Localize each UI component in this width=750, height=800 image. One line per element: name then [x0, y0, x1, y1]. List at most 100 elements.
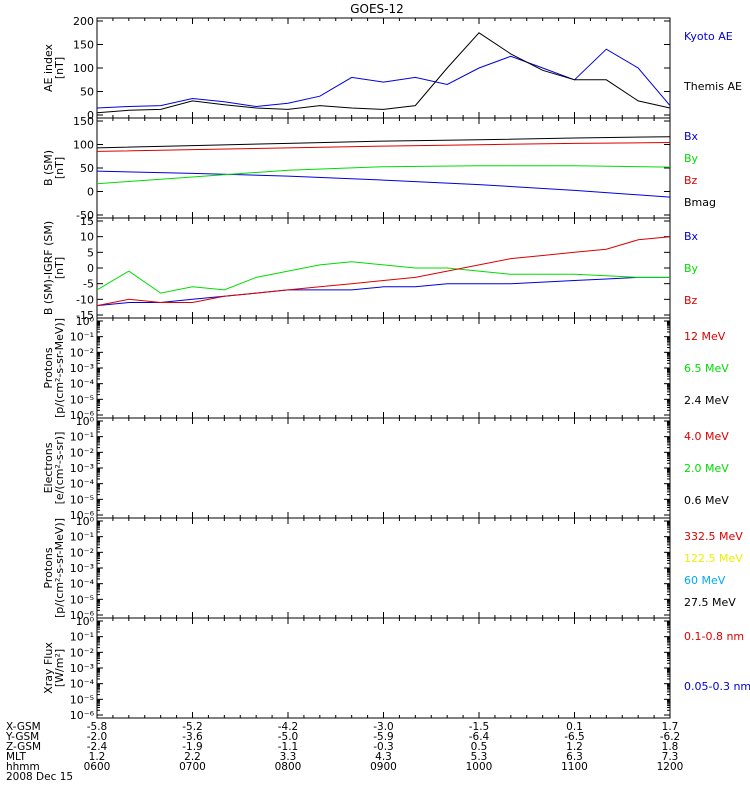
x-tick-value: -1.9 — [182, 741, 203, 753]
x-tick-value: 0700 — [179, 761, 206, 773]
panel-frame — [96, 617, 671, 719]
x-tick-value: -5.2 — [182, 721, 203, 733]
y-tick-label: 0 — [87, 109, 94, 122]
y-tick-label: 15 — [80, 215, 94, 228]
series-bmag — [96, 136, 671, 149]
y-tick-label: 10⁻³ — [70, 362, 94, 375]
y-tick-label: 50 — [80, 162, 94, 175]
legend-entry: 2.0 MeV — [684, 462, 729, 475]
y-axis-label-line1: AE index — [42, 43, 55, 92]
y-axis-label: B (SM)-IGRF (SM)[nT] — [42, 221, 66, 315]
y-axis-label: Xray Flux[W/m²] — [42, 642, 66, 694]
panel-frame — [96, 417, 671, 519]
y-tick-label: 10 — [80, 231, 94, 244]
y-tick-label: 10⁻⁶ — [70, 509, 95, 522]
legend-entry: 0.6 MeV — [684, 494, 729, 507]
x-tick-value: 3.3 — [280, 751, 297, 763]
y-tick-label: 10⁻¹ — [70, 531, 94, 544]
x-row-label: Y-GSM — [5, 731, 39, 743]
series-bz — [96, 236, 671, 307]
legend-entry: 6.5 MeV — [684, 362, 729, 375]
y-tick-label: 10⁰ — [76, 315, 95, 328]
x-tick-value: -0.3 — [373, 741, 394, 753]
y-axis-label-line1: Xray Flux — [42, 642, 55, 694]
y-axis-label: Electrons[e/(cm²-s-sr)] — [42, 432, 66, 505]
date-label: 2008 Dec 15 — [6, 771, 73, 783]
y-tick-label: 150 — [73, 115, 94, 128]
y-tick-label: -15 — [76, 309, 94, 322]
panel-frame — [96, 517, 671, 619]
x-tick-value: 0600 — [84, 761, 111, 773]
y-tick-label: 10⁻⁵ — [70, 693, 94, 706]
y-tick-label: 10⁻⁶ — [70, 709, 95, 722]
x-tick-value: 7.3 — [662, 751, 679, 763]
legend-entry: 0.1-0.8 nm — [684, 630, 744, 643]
panel-frame — [96, 117, 671, 219]
legend-entry: 2.4 MeV — [684, 394, 729, 407]
y-tick-label: 10⁻⁶ — [70, 409, 95, 422]
y-tick-label: 150 — [73, 39, 94, 52]
legend-entry: 332.5 MeV — [684, 530, 743, 543]
x-axis-table: X-GSMY-GSMZ-GSMMLThhmm-5.8-2.0-2.41.2060… — [5, 721, 683, 783]
x-tick-value: 0900 — [370, 761, 397, 773]
x-tick-value: 1.8 — [662, 741, 679, 753]
x-tick-value: -1.1 — [278, 741, 299, 753]
y-tick-label: 10⁰ — [76, 615, 95, 628]
y-tick-label: 10⁻⁴ — [70, 578, 95, 591]
legend-entry: Bmag — [684, 196, 716, 209]
y-axis-label: AE index[nT] — [42, 43, 66, 92]
data-series — [96, 32, 671, 307]
y-tick-label: 10⁻⁶ — [70, 609, 95, 622]
x-tick-value: -6.4 — [469, 731, 490, 743]
y-tick-label: 100 — [73, 62, 94, 75]
x-tick-value: 4.3 — [375, 751, 392, 763]
y-tick-label: 10⁻⁵ — [70, 593, 94, 606]
series-bx — [96, 170, 671, 198]
x-row-label: MLT — [6, 751, 26, 763]
x-tick-value: -5.8 — [87, 721, 108, 733]
y-tick-label: 10⁻² — [70, 446, 94, 459]
legend-entry: 0.05-0.3 nm — [684, 680, 750, 693]
x-tick-value: 0.5 — [471, 741, 488, 753]
y-axis-label-line2: [p/(cm²-s-sr-MeV)] — [53, 318, 66, 418]
series-themis-ae — [96, 32, 671, 114]
legend-entry: Bx — [684, 230, 699, 243]
y-tick-label: 10⁻³ — [70, 562, 94, 575]
panel-frame — [96, 317, 671, 419]
y-axis-label-line2: [e/(cm²-s-sr)] — [53, 432, 66, 505]
y-axis-label-line2: [nT] — [53, 57, 66, 79]
y-axis-label-line1: B (SM) — [42, 150, 55, 186]
y-tick-label: 10⁻⁵ — [70, 493, 94, 506]
x-tick-value: 1.2 — [89, 751, 106, 763]
y-axis-label-line2: [p/(cm²-s-sr-MeV)] — [53, 518, 66, 618]
legend-entry: 4.0 MeV — [684, 430, 729, 443]
x-tick-value: -6.2 — [660, 731, 681, 743]
y-axis-label-line2: [nT] — [53, 257, 66, 279]
legend-entry: 27.5 MeV — [684, 596, 736, 609]
y-tick-label: 10⁰ — [76, 515, 95, 528]
y-axis-label-line1: Protons — [42, 347, 55, 388]
x-tick-value: 0.1 — [566, 721, 583, 733]
x-tick-value: -3.0 — [373, 721, 394, 733]
legend-entry: Themis AE — [683, 80, 742, 93]
y-tick-label: 10⁻⁴ — [70, 478, 95, 491]
y-tick-label: 10⁻² — [70, 346, 94, 359]
y-axis-label-line1: Electrons — [42, 442, 55, 493]
x-tick-value: 5.3 — [471, 751, 488, 763]
y-tick-label: 200 — [73, 15, 94, 28]
x-tick-value: 1.7 — [662, 721, 679, 733]
y-tick-label: 10⁻¹ — [70, 331, 94, 344]
y-tick-label: -10 — [76, 293, 94, 306]
legend-entry: Bz — [684, 294, 698, 307]
y-axis-label: Protons[p/(cm²-s-sr-MeV)] — [42, 518, 66, 618]
legend-entry: 122.5 MeV — [684, 552, 743, 565]
y-tick-label: 10⁻⁴ — [70, 378, 95, 391]
y-tick-label: 0 — [87, 262, 94, 275]
x-tick-value: -4.2 — [278, 721, 299, 733]
x-tick-value: -5.0 — [278, 731, 299, 743]
y-tick-label: -50 — [76, 209, 94, 222]
y-tick-label: 10⁻² — [70, 546, 94, 559]
x-tick-value: -1.5 — [469, 721, 490, 733]
legend-entry: Bx — [684, 130, 699, 143]
